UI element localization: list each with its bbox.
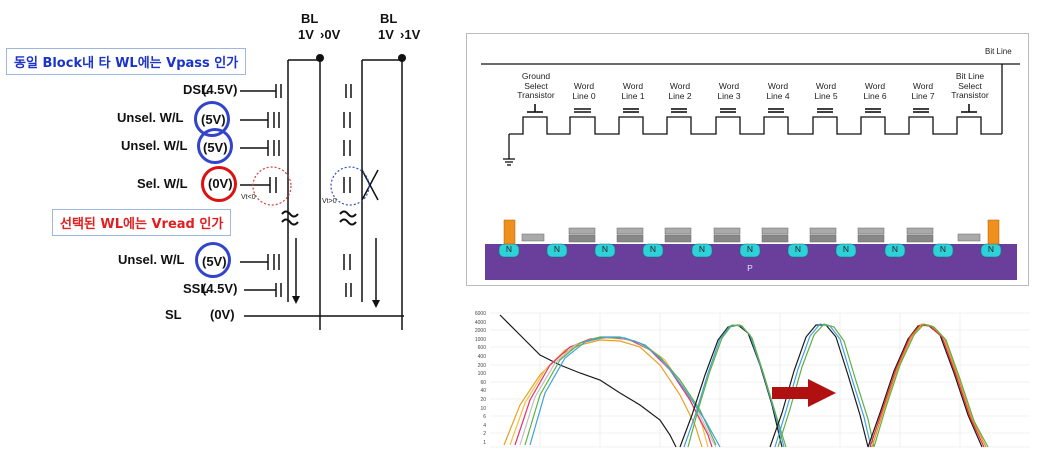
bl1-arrow-voltage: ›0V	[320, 27, 341, 42]
row-voltage-sl: (0V)	[210, 307, 235, 322]
y-tick: 600	[477, 345, 486, 352]
y-tick: 1	[483, 439, 486, 446]
gst-label: Ground Select Transistor	[517, 71, 555, 100]
y-tick: 40	[480, 388, 486, 395]
wl7-label: Word Line 7	[911, 81, 935, 101]
bl1-voltage: 1V	[298, 27, 314, 42]
n-label-10: N	[987, 244, 995, 254]
row-label-dsl: DSL	[183, 82, 209, 97]
row-label-sl: SL	[165, 307, 182, 322]
y-tick: 1000	[474, 336, 486, 343]
row-label-ssl: SSL	[183, 281, 209, 296]
vpass-ring-3	[195, 242, 231, 278]
n-label-9: N	[939, 244, 947, 254]
y-tick: 400	[477, 353, 486, 360]
y-tick: 200	[477, 362, 486, 369]
n-label-5: N	[746, 244, 754, 254]
y-tick: 60	[480, 379, 486, 386]
bl2-after: 1V	[404, 27, 421, 42]
nand-string-schematic	[481, 63, 1020, 280]
y-tick: 4000	[474, 319, 486, 326]
bl1-title: BL	[301, 11, 319, 26]
row-label-sel: Sel. W/L	[137, 176, 188, 191]
n-label-4: N	[698, 244, 706, 254]
bitline-label: Bit Line	[985, 47, 1012, 56]
bl1-after: 0V	[324, 27, 341, 42]
row-voltage-dsl: (4.5V)	[202, 82, 238, 97]
bl2-arrow-voltage: ›1V	[400, 27, 421, 42]
vread-ring	[201, 166, 237, 202]
bl2-voltage: 1V	[378, 27, 394, 42]
vpass-callout: 동일 Block내 타 WL에는 Vpass 인가	[6, 48, 247, 75]
row-label-unsel-3: Unsel. W/L	[118, 252, 185, 267]
n-label-2: N	[601, 244, 609, 254]
wl5-label: Word Line 5	[814, 81, 838, 101]
vpass-ring-2	[197, 128, 233, 164]
y-tick: 10	[480, 405, 486, 412]
bl2-title: BL	[380, 11, 398, 26]
y-tick-labels: 6000 4000 2000 1000 600 400 200 100 60 4…	[470, 310, 486, 448]
circuit-wiring	[240, 54, 406, 330]
vt-distribution-panel: 6000 4000 2000 1000 600 400 200 100 60 4…	[470, 305, 1032, 451]
n-label-0: N	[505, 244, 513, 254]
wl0-label: Word Line 0	[572, 81, 596, 101]
n-label-8: N	[891, 244, 899, 254]
row-label-unsel-2: Unsel. W/L	[121, 138, 188, 153]
y-tick: 4	[483, 422, 486, 429]
wl4-label: Word Line 4	[766, 81, 790, 101]
wl6-label: Word Line 6	[863, 81, 887, 101]
substrate-label: P	[747, 263, 753, 273]
y-tick: 2	[483, 431, 486, 438]
n-label-6: N	[794, 244, 802, 254]
y-tick: 6000	[474, 311, 486, 317]
y-tick: 100	[477, 371, 486, 378]
row-voltage-ssl: (4.5V)	[202, 281, 238, 296]
vread-callout: 선택된 WL에는 Vread 인가	[52, 209, 232, 236]
wl3-label: Word Line 3	[717, 81, 741, 101]
wl1-label: Word Line 1	[621, 81, 645, 101]
distribution-plot	[490, 312, 1030, 448]
y-tick: 6	[483, 414, 486, 421]
nand-read-circuit: 동일 Block내 타 WL에는 Vpass 인가 선택된 WL에는 Vread…	[0, 0, 440, 459]
n-label-1: N	[553, 244, 561, 254]
vt-left-label: Vt<0	[241, 194, 256, 201]
nand-string-panel: Bit Line Ground Select Transistor Word L…	[466, 33, 1029, 286]
bst-label: Bit Line Select Transistor	[951, 71, 989, 100]
vt-right-label: Vt>0	[322, 198, 337, 205]
y-tick: 20	[480, 396, 486, 403]
n-label-3: N	[649, 244, 657, 254]
row-label-unsel-1: Unsel. W/L	[117, 110, 184, 125]
y-tick: 2000	[474, 328, 486, 335]
wl2-label: Word Line 2	[668, 81, 692, 101]
n-label-7: N	[842, 244, 850, 254]
